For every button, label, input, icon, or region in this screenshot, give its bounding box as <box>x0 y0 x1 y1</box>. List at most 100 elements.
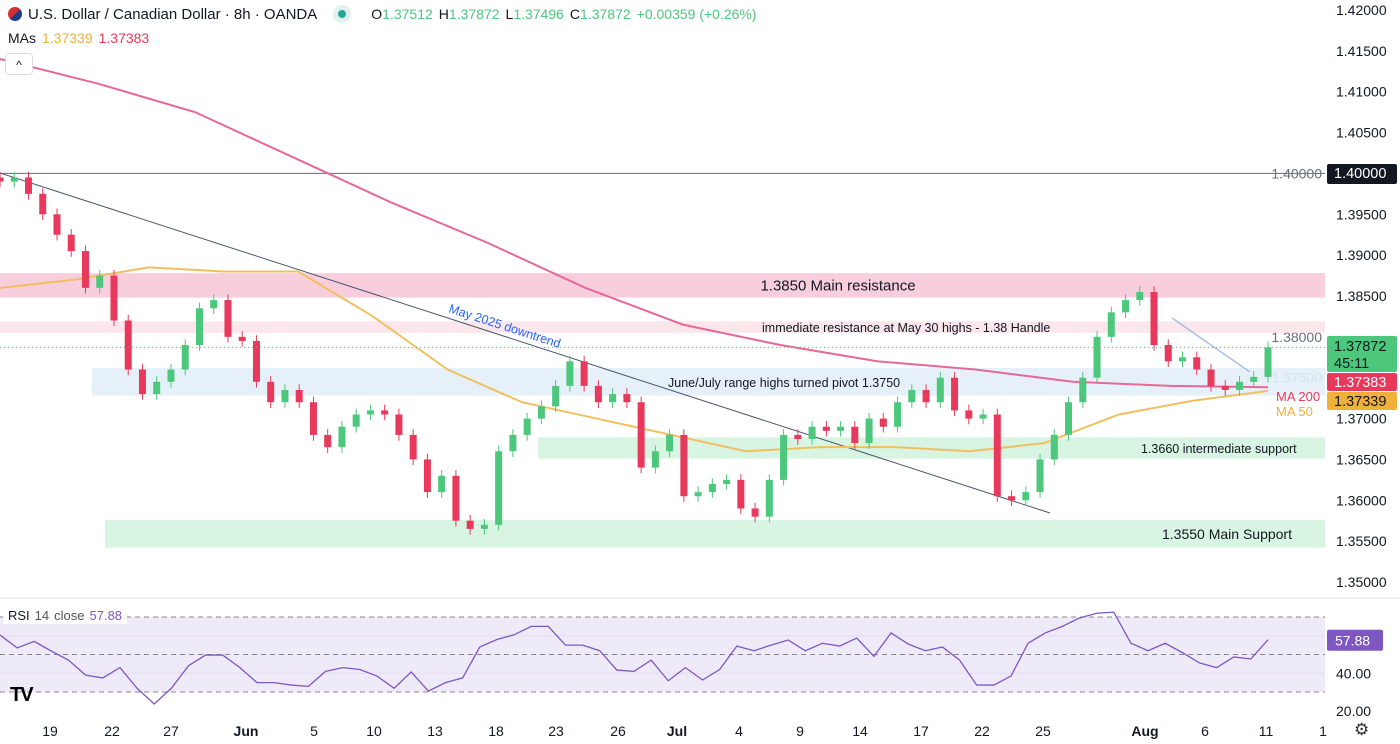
candle-body <box>167 369 175 382</box>
candle-body <box>210 300 218 309</box>
price-tick-label: 1.41500 <box>1336 43 1387 59</box>
ma200-label: MA 200 <box>1276 389 1320 404</box>
candle-body <box>295 389 303 403</box>
candle-body <box>281 389 289 403</box>
time-tick-label: 9 <box>796 723 804 739</box>
candle-body <box>694 492 702 497</box>
candle-body <box>195 308 203 346</box>
candle-body <box>466 520 474 529</box>
candle-body <box>1050 434 1058 460</box>
ma200-value: 1.37383 <box>98 30 150 46</box>
candle-body <box>1036 459 1044 493</box>
short-downtrend-line <box>1171 317 1251 373</box>
candle-body <box>1008 496 1016 501</box>
candle-body <box>936 377 944 403</box>
candle-body <box>979 414 987 419</box>
candle-body <box>366 410 374 415</box>
ma200-line <box>0 58 1269 389</box>
gear-icon[interactable]: ⚙ <box>1354 720 1370 739</box>
candle-body <box>993 414 1001 497</box>
candle-body <box>153 381 161 395</box>
candle-body <box>181 345 189 370</box>
high-value: 1.37872 <box>448 6 500 22</box>
rsi-value-badge-text: 57.88 <box>1335 633 1370 649</box>
candle-body <box>1236 381 1244 390</box>
time-tick-label: 5 <box>310 723 318 739</box>
candle-body <box>922 389 930 403</box>
symbol-title[interactable]: U.S. Dollar / Canadian Dollar · 8h · OAN… <box>28 5 318 23</box>
rsi-length: 14 <box>34 608 50 623</box>
candle-body <box>1122 300 1130 313</box>
candle-body <box>780 434 788 480</box>
candle-body <box>651 451 659 468</box>
last-price-badge <box>1327 336 1397 372</box>
candle-body <box>908 389 916 403</box>
time-tick-label: Jul <box>667 723 687 739</box>
time-tick-label: Jun <box>234 723 259 739</box>
candle-body <box>751 508 759 517</box>
candle-body <box>1079 377 1087 403</box>
price-tick-label: 1.42000 <box>1336 2 1387 18</box>
collapse-legend-button[interactable]: ^ <box>5 53 33 75</box>
candle-body <box>1107 312 1115 337</box>
zone-label-pivot: June/July range highs turned pivot 1.375… <box>668 376 900 390</box>
time-tick-label: 26 <box>610 723 626 739</box>
time-tick-label: 13 <box>427 723 443 739</box>
rsi-value-badge <box>1327 629 1383 651</box>
candle-body <box>81 251 89 288</box>
time-tick-label: 1 <box>1319 723 1327 739</box>
price-tick-label: 1.35000 <box>1336 574 1387 590</box>
candle-body <box>1093 336 1101 378</box>
ma50-value: 1.37339 <box>42 30 93 46</box>
time-tick-label: 14 <box>852 723 868 739</box>
tradingview-logo[interactable]: TV <box>10 684 34 706</box>
zone-label-main-support: 1.3550 Main Support <box>1162 526 1292 542</box>
candle-body <box>894 402 902 427</box>
rsi-source: close <box>54 608 85 623</box>
ma200-badge <box>1327 373 1397 391</box>
open-value: 1.37512 <box>382 6 433 22</box>
round-price-badge-text: 1.40000 <box>1334 166 1386 182</box>
candle-body <box>409 434 417 460</box>
last-price-badge-text: 1.37872 <box>1334 339 1386 355</box>
candle-body <box>452 475 460 521</box>
time-tick-label: 19 <box>42 723 58 739</box>
candle-body <box>1264 347 1272 377</box>
candle-body <box>1250 376 1258 382</box>
last-price-badge-text: 45:11 <box>1334 356 1369 372</box>
candle-body <box>951 377 959 411</box>
rsi-tick-label: 40.00 <box>1336 665 1371 681</box>
ma50-badge-text: 1.37339 <box>1334 394 1386 410</box>
time-tick-label: 27 <box>163 723 179 739</box>
candle-body <box>10 177 18 182</box>
candle-body <box>53 214 61 235</box>
zone-main-support <box>105 519 1325 548</box>
zone-label-main-resistance: 1.3850 Main resistance <box>760 277 915 294</box>
candle-body <box>1136 291 1144 301</box>
rsi-legend[interactable]: RSI 14 close 57.88 <box>3 607 128 624</box>
price-tick-label: 1.38000 <box>1271 329 1322 345</box>
candle-body <box>879 418 887 427</box>
candle-body <box>438 475 446 493</box>
candle-body <box>352 414 360 427</box>
price-tick-label: 1.37000 <box>1336 411 1387 427</box>
rsi-label: RSI <box>8 608 30 623</box>
candle-body <box>594 385 602 403</box>
market-open-dot-icon <box>333 5 352 23</box>
candle-body <box>851 426 859 444</box>
candle-body <box>680 434 688 497</box>
price-tick-label: 1.36500 <box>1336 451 1387 467</box>
candle-body <box>794 434 802 439</box>
candle-body <box>708 483 716 493</box>
candle-body <box>723 479 731 484</box>
rsi-tick-label: 20.00 <box>1336 703 1371 719</box>
candle-body <box>39 193 47 215</box>
ma200-badge-text: 1.37383 <box>1334 375 1386 391</box>
candle-body <box>552 385 560 407</box>
candle-body <box>837 426 845 431</box>
price-tick-label: 1.41000 <box>1336 84 1387 100</box>
ma50-label: MA 50 <box>1276 404 1313 419</box>
candle-body <box>580 361 588 386</box>
ma-legend[interactable]: MAs 1.37339 1.37383 <box>8 30 149 46</box>
